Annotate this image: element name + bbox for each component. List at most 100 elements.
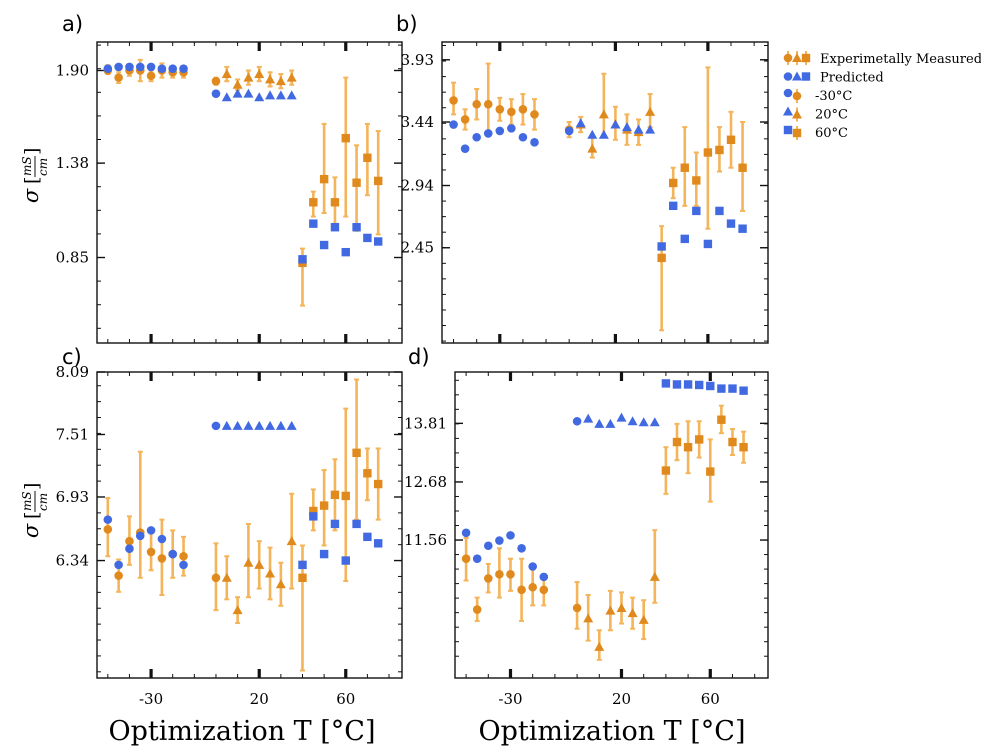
predicted-point-c	[265, 420, 276, 430]
legend-label: Predicted	[820, 71, 884, 86]
measured-point-a	[275, 76, 286, 86]
measured-point-c	[286, 536, 297, 546]
measured-point-d	[638, 614, 649, 624]
predicted-point-d	[627, 416, 638, 426]
measured-point-c	[232, 605, 243, 615]
predicted-point-a	[103, 64, 113, 74]
legend-square-marker	[801, 72, 811, 81]
legend-label: Experimetally Measured	[820, 52, 981, 67]
predicted-point-c	[114, 560, 123, 570]
predicted-point-d	[672, 380, 682, 389]
panel-label-b: b)	[396, 12, 418, 36]
predicted-point-a	[265, 90, 276, 100]
legend-circle-marker	[783, 53, 793, 63]
predicted-point-b	[472, 132, 481, 142]
measured-point-c	[221, 572, 232, 582]
predicted-point-d	[483, 541, 493, 551]
predicted-point-c	[221, 420, 232, 430]
y-tick-label-d: 13.81	[404, 414, 447, 432]
measured-point-d	[583, 613, 594, 623]
measured-point-c	[352, 448, 361, 458]
predicted-point-b	[564, 126, 574, 136]
measured-point-b	[587, 143, 598, 153]
measured-point-a	[330, 198, 340, 207]
predicted-point-a	[309, 219, 318, 228]
predicted-point-a	[114, 62, 123, 72]
svg-text:mS: mS	[20, 156, 34, 176]
measured-point-a	[114, 73, 123, 82]
measured-point-b	[472, 99, 481, 109]
predicted-point-a	[374, 237, 383, 246]
measured-point-a	[221, 69, 232, 79]
predicted-point-d	[616, 412, 627, 422]
measured-point-d	[683, 443, 693, 452]
legend-label: -30°C	[815, 89, 852, 104]
predicted-point-d	[638, 417, 649, 427]
panel-d: 11.56 12.68 13.81 -30 20 60	[404, 371, 769, 708]
predicted-point-a	[221, 92, 232, 102]
predicted-point-a	[168, 64, 178, 74]
measured-point-c	[374, 479, 383, 489]
measured-point-c	[114, 571, 123, 580]
predicted-point-b	[692, 206, 701, 216]
measured-point-a	[211, 76, 221, 86]
svg-text:σ: σ	[19, 188, 43, 203]
predicted-point-b	[598, 129, 609, 139]
measured-point-d	[605, 605, 616, 615]
measured-point-c	[254, 559, 265, 569]
predicted-point-c	[135, 531, 145, 541]
predicted-point-b	[530, 138, 539, 147]
y-tick-label-b: 2.45	[401, 239, 434, 257]
svg-text:mS: mS	[20, 491, 34, 511]
measured-point-b	[738, 163, 747, 172]
predicted-point-c	[330, 519, 340, 529]
legend-triangle-marker-measured	[792, 109, 802, 119]
legend-circle-marker-measured	[792, 91, 802, 101]
predicted-point-c	[168, 549, 178, 559]
measured-point-d	[672, 437, 682, 447]
x-axis-label-left: Optimization T [°C]	[109, 716, 376, 747]
measured-point-c	[243, 557, 254, 567]
measured-point-d	[483, 574, 493, 583]
predicted-point-d	[694, 380, 704, 390]
predicted-point-b	[621, 122, 632, 132]
measured-point-c	[341, 491, 350, 501]
y-tick-label-a: 1.38	[56, 154, 89, 172]
legend-square-marker-predicted	[783, 125, 793, 135]
measured-point-c	[330, 490, 340, 500]
measured-point-a	[265, 74, 276, 84]
predicted-point-b	[449, 120, 458, 129]
x-tick-label-c: 20	[250, 690, 269, 708]
legend-triangle-marker	[792, 71, 802, 81]
predicted-point-d	[506, 531, 515, 540]
measured-point-a	[146, 71, 156, 81]
predicted-point-b	[495, 126, 505, 136]
predicted-point-c	[341, 556, 350, 565]
svg-text:cm: cm	[36, 493, 50, 511]
predicted-point-d	[594, 418, 605, 428]
predicted-point-d	[717, 384, 726, 393]
panel-a: 0.85 1.38 1.90	[56, 41, 403, 344]
predicted-point-d	[739, 386, 748, 395]
x-tick-label-d: -30	[498, 690, 522, 708]
y-tick-label-c: 7.51	[56, 425, 89, 443]
predicted-point-c	[232, 420, 243, 430]
y-tick-label-c: 6.34	[56, 552, 89, 570]
predicted-point-b	[703, 239, 713, 249]
predicted-point-a	[341, 247, 350, 257]
measured-point-d	[528, 582, 537, 592]
plot-frame-a	[96, 41, 403, 344]
measured-point-d	[594, 641, 605, 651]
predicted-point-c	[179, 560, 188, 570]
panel-label-c: c)	[62, 345, 82, 369]
x-tick-label-d: 20	[612, 690, 631, 708]
predicted-point-d	[461, 528, 471, 538]
panel-label-a: a)	[62, 12, 83, 36]
measured-point-b	[507, 107, 516, 117]
measured-point-d	[649, 571, 660, 581]
y-tick-label-c: 8.09	[56, 363, 89, 381]
measured-point-c	[179, 551, 188, 561]
x-axis-label-right: Optimization T [°C]	[479, 716, 746, 747]
measured-point-b	[680, 163, 689, 172]
measured-point-d	[627, 608, 638, 618]
